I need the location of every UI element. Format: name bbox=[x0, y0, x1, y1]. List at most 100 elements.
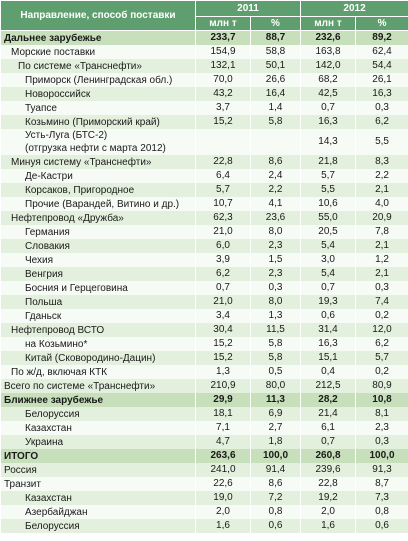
cell-value: 21,0 bbox=[195, 295, 251, 309]
table-row: По системе «Транснефти» 132,1 50,1 142,0 54,… bbox=[0, 59, 408, 73]
cell-value: 241,0 bbox=[195, 463, 251, 477]
cell-value: 91,4 bbox=[249, 463, 302, 477]
cell-value: 5,8 bbox=[249, 115, 302, 129]
cell-value: 6,2 bbox=[195, 267, 251, 281]
cell-value: 6,9 bbox=[249, 407, 302, 421]
cell-value: 2,1 bbox=[355, 267, 408, 281]
cell-value bbox=[195, 129, 251, 155]
row-label: Де-Кастри bbox=[0, 169, 196, 183]
cell-value: 2,2 bbox=[249, 183, 302, 197]
table-row: Гданьск 3,4 1,3 0,6 0,2 bbox=[0, 309, 408, 323]
cell-value: 2,0 bbox=[195, 505, 251, 519]
cell-value: 6,2 bbox=[355, 115, 408, 129]
cell-value: 0,3 bbox=[355, 435, 408, 449]
table-body: Дальнее зарубежье 233,7 88,7 232,6 89,2 Морск… bbox=[0, 30, 408, 533]
cell-value: 22,6 bbox=[195, 477, 251, 491]
cell-value: 43,2 bbox=[195, 87, 251, 101]
cell-value: 1,6 bbox=[195, 519, 251, 533]
cell-value: 16,4 bbox=[249, 87, 302, 101]
row-label: Прочие (Варандей, Витино и др.) bbox=[0, 197, 196, 211]
cell-value: 0,7 bbox=[300, 281, 357, 295]
cell-value: 0,7 bbox=[300, 101, 357, 115]
cell-value: 2,3 bbox=[249, 239, 302, 253]
table-row: Туапсе 3,7 1,4 0,7 0,3 bbox=[0, 101, 408, 115]
cell-value: 8,0 bbox=[249, 225, 302, 239]
table-row: Козьмино (Приморский край) 15,2 5,8 16,3 6,2 bbox=[0, 115, 408, 129]
cell-value: 0,8 bbox=[355, 505, 408, 519]
table-row: Чехия 3,9 1,5 3,0 1,2 bbox=[0, 253, 408, 267]
cell-value: 21,0 bbox=[195, 225, 251, 239]
table-row: Усть-Луга (БТС-2) (отгрузка нефти с март… bbox=[0, 129, 408, 155]
table-row: на Козьмино* 15,2 5,8 16,3 6,2 bbox=[0, 337, 408, 351]
cell-value: 88,7 bbox=[249, 30, 302, 45]
row-label: Гданьск bbox=[0, 309, 196, 323]
table-row: Белоруссия 1,6 0,6 1,6 0,6 bbox=[0, 519, 408, 533]
cell-value: 11,3 bbox=[249, 393, 302, 407]
cell-value: 142,0 bbox=[300, 59, 357, 73]
cell-value: 8,6 bbox=[249, 477, 302, 491]
cell-value: 8,0 bbox=[249, 295, 302, 309]
row-label: Словакия bbox=[0, 239, 196, 253]
cell-value: 15,1 bbox=[300, 351, 357, 365]
cell-value: 10,7 bbox=[195, 197, 251, 211]
cell-value: 20,5 bbox=[300, 225, 357, 239]
table-row: Приморск (Ленинградская обл.) 70,0 26,6 68,… bbox=[0, 73, 408, 87]
row-label: Всего по системе «Транснефти» bbox=[0, 379, 196, 393]
cell-value: 132,1 bbox=[195, 59, 251, 73]
unit: млн т bbox=[300, 16, 357, 31]
cell-value: 30,4 bbox=[195, 323, 251, 337]
cell-value: 1,8 bbox=[249, 435, 302, 449]
cell-value: 19,3 bbox=[300, 295, 357, 309]
cell-value: 10,8 bbox=[355, 393, 408, 407]
cell-value: 80,9 bbox=[355, 379, 408, 393]
cell-value: 163,8 bbox=[300, 45, 357, 59]
table-row: Корсаков, Пригородное 5,7 2,2 5,5 2,1 bbox=[0, 183, 408, 197]
cell-value: 8,3 bbox=[355, 155, 408, 169]
cell-value bbox=[249, 129, 302, 155]
cell-value: 0,5 bbox=[249, 365, 302, 379]
cell-value: 3,0 bbox=[300, 253, 357, 267]
unit: млн т bbox=[195, 16, 251, 31]
cell-value: 0,2 bbox=[355, 365, 408, 379]
cell-value: 55,0 bbox=[300, 211, 357, 225]
cell-value: 2,4 bbox=[249, 169, 302, 183]
table-row: Белоруссия 18,1 6,9 21,4 8,1 bbox=[0, 407, 408, 421]
cell-value: 7,4 bbox=[355, 295, 408, 309]
cell-value: 239,6 bbox=[300, 463, 357, 477]
row-label: Дальнее зарубежье bbox=[0, 30, 196, 45]
cell-value: 5,4 bbox=[300, 267, 357, 281]
cell-value: 6,2 bbox=[355, 337, 408, 351]
row-label: Китай (Сковородино-Дацин) bbox=[0, 351, 196, 365]
cell-value: 62,3 bbox=[195, 211, 251, 225]
table-row: Новороссийск 43,2 16,4 42,5 16,3 bbox=[0, 87, 408, 101]
cell-value: 7,3 bbox=[355, 491, 408, 505]
table-row: Венгрия 6,2 2,3 5,4 2,1 bbox=[0, 267, 408, 281]
cell-value: 16,3 bbox=[355, 87, 408, 101]
table-row: Словакия 6,0 2,3 5,4 2,1 bbox=[0, 239, 408, 253]
table-row: Всего по системе «Транснефти» 210,9 80,0 21… bbox=[0, 379, 408, 393]
cell-value: 0,3 bbox=[355, 281, 408, 295]
cell-value: 2,2 bbox=[355, 169, 408, 183]
cell-value: 6,1 bbox=[300, 421, 357, 435]
row-label: ИТОГО bbox=[0, 449, 196, 463]
table-row: Китай (Сковородино-Дацин) 15,2 5,8 15,1 5,7 bbox=[0, 351, 408, 365]
cell-value: 3,4 bbox=[195, 309, 251, 323]
cell-value: 19,2 bbox=[300, 491, 357, 505]
cell-value: 80,0 bbox=[249, 379, 302, 393]
cell-value: 5,8 bbox=[249, 351, 302, 365]
cell-value: 2,7 bbox=[249, 421, 302, 435]
cell-value: 18,1 bbox=[195, 407, 251, 421]
row-label: Белоруссия bbox=[0, 519, 196, 533]
table-row: Казахстан 7,1 2,7 6,1 2,3 bbox=[0, 421, 408, 435]
cell-value: 2,1 bbox=[355, 183, 408, 197]
row-label: Польша bbox=[0, 295, 196, 309]
table-row: Польша 21,0 8,0 19,3 7,4 bbox=[0, 295, 408, 309]
row-label: Ближнее зарубежье bbox=[0, 393, 196, 407]
cell-value: 26,1 bbox=[355, 73, 408, 87]
cell-value: 8,7 bbox=[355, 477, 408, 491]
cell-value: 11,5 bbox=[249, 323, 302, 337]
table-row: Дальнее зарубежье 233,7 88,7 232,6 89,2 bbox=[0, 30, 408, 45]
row-label: Белоруссия bbox=[0, 407, 196, 421]
